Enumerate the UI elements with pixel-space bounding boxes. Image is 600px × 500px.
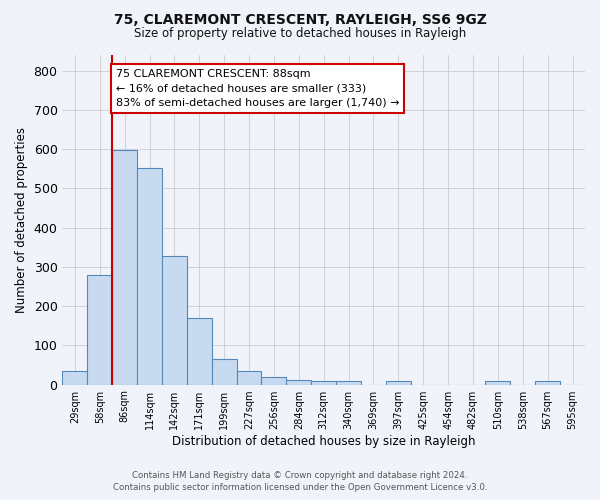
Bar: [212, 359, 236, 384]
Text: Contains HM Land Registry data © Crown copyright and database right 2024.
Contai: Contains HM Land Registry data © Crown c…: [113, 471, 487, 492]
Bar: [137, 168, 162, 384]
Bar: [88, 274, 112, 384]
Bar: [112, 150, 137, 384]
Bar: [162, 256, 187, 384]
Bar: [62, 371, 88, 384]
Bar: [386, 382, 411, 384]
Text: 75, CLAREMONT CRESCENT, RAYLEIGH, SS6 9GZ: 75, CLAREMONT CRESCENT, RAYLEIGH, SS6 9G…: [113, 12, 487, 26]
X-axis label: Distribution of detached houses by size in Rayleigh: Distribution of detached houses by size …: [172, 434, 475, 448]
Text: Size of property relative to detached houses in Rayleigh: Size of property relative to detached ho…: [134, 28, 466, 40]
Bar: [236, 371, 262, 384]
Bar: [187, 318, 212, 384]
Bar: [485, 382, 511, 384]
Bar: [311, 382, 336, 384]
Bar: [286, 380, 311, 384]
Bar: [535, 382, 560, 384]
Bar: [262, 376, 286, 384]
Text: 75 CLAREMONT CRESCENT: 88sqm
← 16% of detached houses are smaller (333)
83% of s: 75 CLAREMONT CRESCENT: 88sqm ← 16% of de…: [116, 68, 400, 108]
Bar: [336, 380, 361, 384]
Y-axis label: Number of detached properties: Number of detached properties: [15, 127, 28, 313]
